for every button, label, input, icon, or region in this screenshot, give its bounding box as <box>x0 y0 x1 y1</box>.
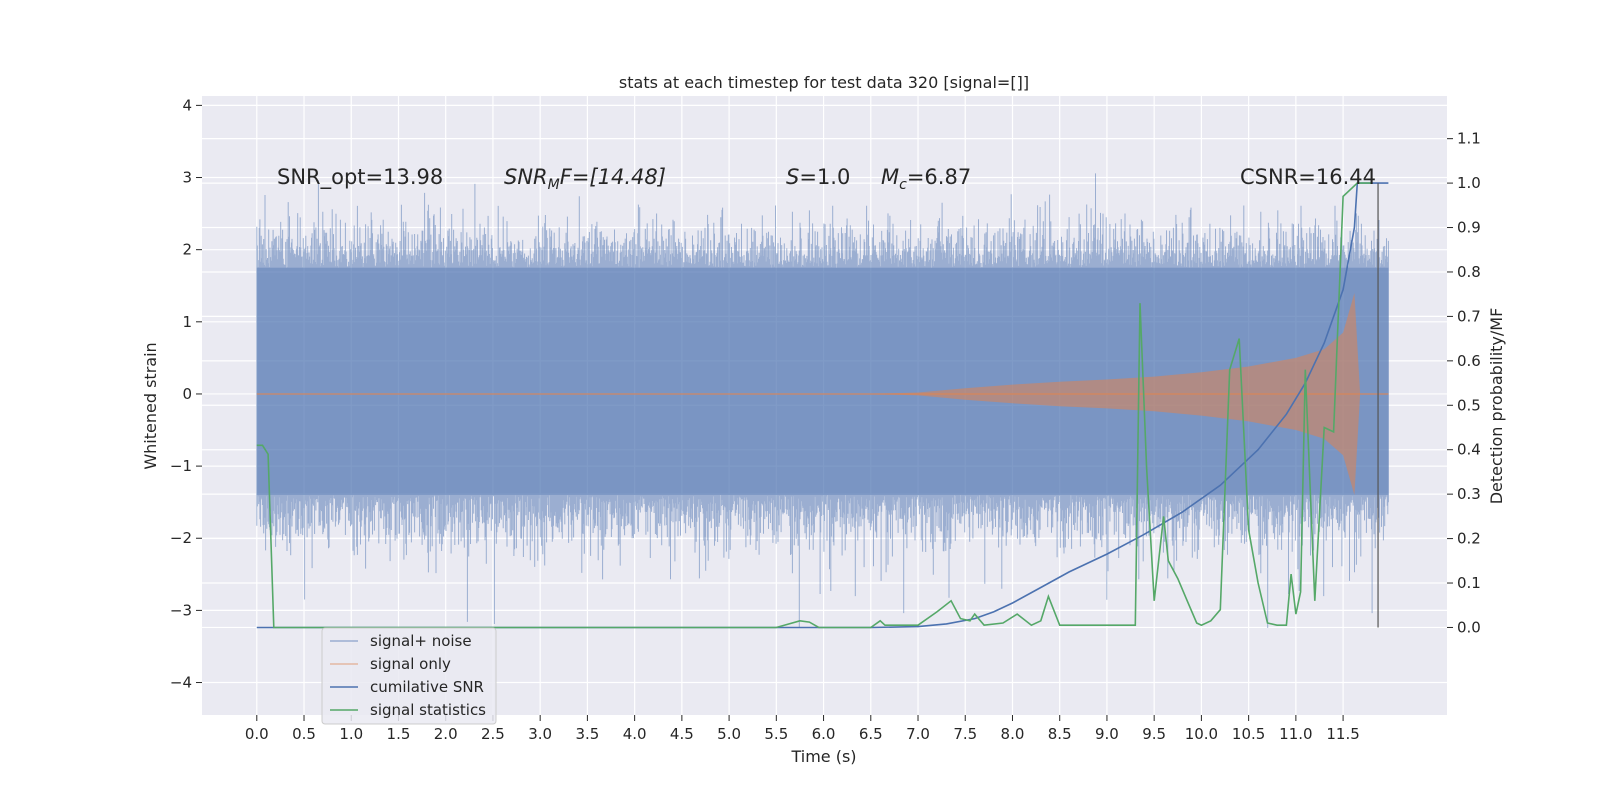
y-tick-label-right: 0.3 <box>1457 485 1481 503</box>
plot-series <box>256 173 1391 629</box>
y-tick-label-right: 0.7 <box>1457 307 1481 325</box>
y-tick-label-right: 1.1 <box>1457 130 1481 148</box>
y-tick-label-left: 4 <box>182 96 192 114</box>
left-axis-ticks: 4 3 2 1 0 −1 −2 −3 −4 <box>170 96 202 692</box>
annotation-snr-mf-sub: M <box>548 177 560 193</box>
annotation-s-a: S <box>786 165 799 189</box>
legend: signal+ noise signal only cumilative SNR… <box>321 627 497 725</box>
y-axis-label-left: Whitened strain <box>141 342 160 469</box>
x-tick-label: 7.5 <box>953 725 977 743</box>
x-axis-ticks: 0.0 0.5 1.0 1.5 2.0 2.5 3.0 3.5 4.0 4.5 5.0 5.5 6.0 6… <box>245 715 1360 743</box>
y-tick-label-right: 0.9 <box>1457 219 1481 237</box>
annotation-mc: Mc=6.87 <box>881 165 971 193</box>
y-tick-label-left: −1 <box>170 457 192 475</box>
x-tick-label: 8.0 <box>1001 725 1025 743</box>
chart-title: stats at each timestep for test data 320… <box>619 73 1029 92</box>
x-tick-label: 5.0 <box>717 725 741 743</box>
series-signal-statistics <box>256 182 1372 629</box>
y-tick-label-left: −2 <box>170 529 192 547</box>
x-tick-label: 2.5 <box>481 725 505 743</box>
x-tick-label: 1.5 <box>387 725 411 743</box>
y-tick-label-left: 1 <box>182 313 192 331</box>
annotation-mc-sub: c <box>899 177 907 193</box>
x-tick-label: 3.5 <box>575 725 599 743</box>
x-tick-label: 11.0 <box>1279 725 1312 743</box>
annotation-mc-a: M <box>881 165 899 189</box>
annotation-snr-mf-b: F=[14.48] <box>560 165 666 189</box>
legend-label-signal-only: signal only <box>370 655 451 673</box>
y-axis-label-right: Detection probability/MF <box>1487 308 1506 505</box>
annotation-s-b: =1.0 <box>799 165 850 189</box>
annotation-s: S=1.0 <box>786 165 850 189</box>
y-tick-label-right: 1.0 <box>1457 174 1481 192</box>
y-tick-label-right: 0.4 <box>1457 441 1481 459</box>
x-tick-label: 0.5 <box>292 725 316 743</box>
y-tick-label-left: 2 <box>182 241 192 259</box>
x-tick-label: 4.0 <box>623 725 647 743</box>
y-tick-label-right: 0.8 <box>1457 263 1481 281</box>
x-tick-label: 6.5 <box>859 725 883 743</box>
x-tick-label: 1.0 <box>339 725 363 743</box>
legend-box <box>321 627 497 725</box>
y-tick-label-right: 0.0 <box>1457 618 1481 636</box>
annotation-mc-b: =6.87 <box>907 165 971 189</box>
x-tick-label: 7.0 <box>906 725 930 743</box>
x-tick-label: 11.5 <box>1326 725 1359 743</box>
y-tick-label-right: 0.1 <box>1457 574 1481 592</box>
y-tick-label-right: 0.2 <box>1457 530 1481 548</box>
x-tick-label: 9.0 <box>1095 725 1119 743</box>
x-tick-label: 5.5 <box>764 725 788 743</box>
x-tick-label: 3.0 <box>528 725 552 743</box>
x-tick-label: 10.0 <box>1185 725 1218 743</box>
x-axis-label: Time (s) <box>790 747 856 766</box>
annotation-csnr: CSNR=16.44 <box>1240 165 1376 189</box>
annotation-snr-mf-a: SNR <box>504 165 548 189</box>
legend-label-signal-statistics: signal statistics <box>370 701 486 719</box>
x-tick-label: 4.5 <box>670 725 694 743</box>
x-tick-label: 0.0 <box>245 725 269 743</box>
legend-label-signal-noise: signal+ noise <box>370 632 472 650</box>
y-tick-label-left: −4 <box>170 674 192 692</box>
x-tick-label: 8.5 <box>1048 725 1072 743</box>
legend-label-cumulative-snr: cumilative SNR <box>370 678 484 696</box>
annotation-snr-opt: SNR_opt=13.98 <box>277 165 443 190</box>
x-tick-label: 10.5 <box>1232 725 1265 743</box>
series-cumulative-snr <box>256 182 1389 629</box>
x-tick-label: 6.0 <box>812 725 836 743</box>
y-tick-label-left: 0 <box>182 385 192 403</box>
y-tick-label-left: 3 <box>182 169 192 187</box>
x-tick-label: 9.5 <box>1142 725 1166 743</box>
x-tick-label: 2.0 <box>434 725 458 743</box>
annotation-snr-mf: SNRMF=[14.48] <box>504 165 666 193</box>
y-tick-label-left: −3 <box>170 601 192 619</box>
y-tick-label-right: 0.5 <box>1457 396 1481 414</box>
right-axis-ticks: 0.0 0.1 0.2 0.3 0.4 0.5 0.6 0.7 0.8 0.9 1.0 1.1 <box>1447 130 1481 636</box>
y-tick-label-right: 0.6 <box>1457 352 1481 370</box>
